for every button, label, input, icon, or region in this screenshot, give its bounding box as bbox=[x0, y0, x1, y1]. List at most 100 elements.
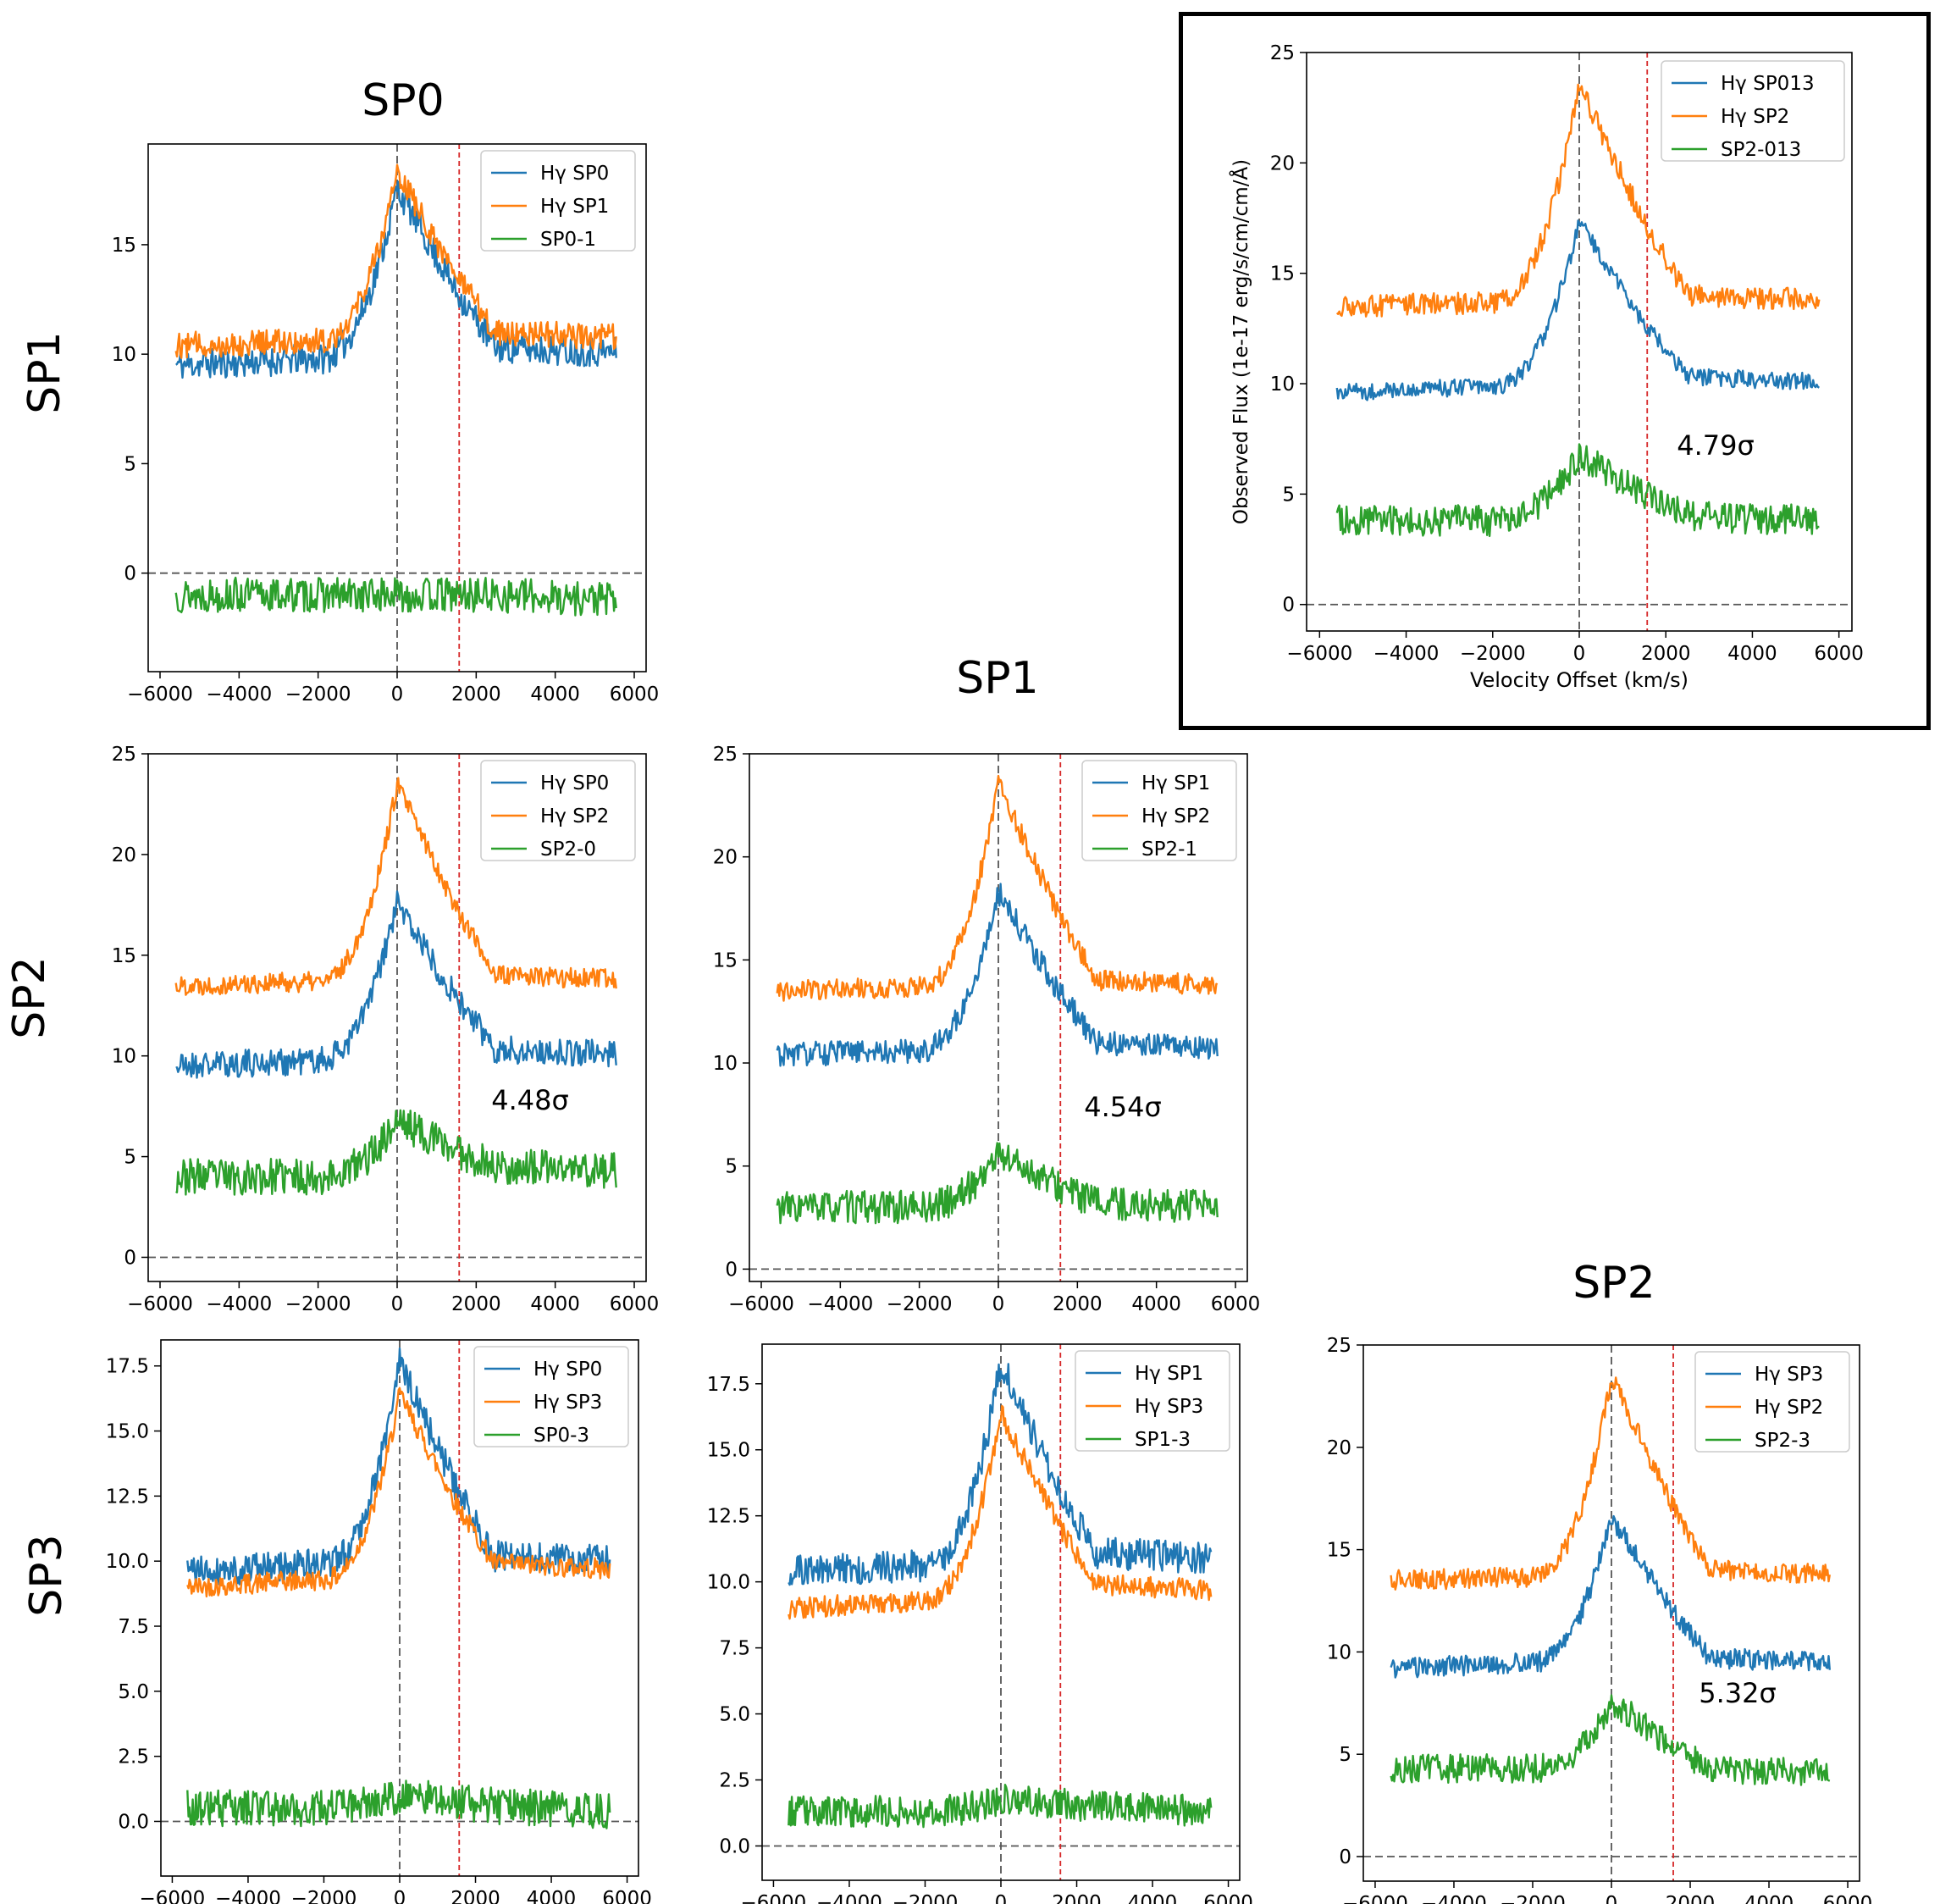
y-tick-label: 10 bbox=[713, 1053, 738, 1075]
significance-annotation: 4.79σ bbox=[1677, 429, 1755, 462]
x-tick-label: 4000 bbox=[530, 1293, 580, 1315]
x-tick-label: 0 bbox=[394, 1888, 406, 1904]
series-line-blue bbox=[175, 180, 617, 379]
y-tick-label: 15 bbox=[713, 949, 738, 971]
x-tick-label: 6000 bbox=[1203, 1892, 1253, 1904]
x-tick-label: −4000 bbox=[807, 1293, 873, 1315]
x-tick-label: 0 bbox=[391, 1293, 404, 1315]
series-line-green bbox=[174, 1109, 617, 1196]
row-title-sp2: SP2 bbox=[4, 956, 55, 1038]
x-tick-label: 2000 bbox=[1666, 1893, 1716, 1904]
y-tick-label: 0 bbox=[725, 1259, 738, 1281]
x-tick-label: −2000 bbox=[887, 1293, 953, 1315]
x-tick-label: 6000 bbox=[1814, 643, 1864, 665]
x-tick-label: 4000 bbox=[1128, 1892, 1178, 1904]
x-tick-label: −2000 bbox=[893, 1892, 959, 1904]
legend-label: Hγ SP2 bbox=[540, 805, 609, 827]
series-line-blue bbox=[175, 890, 617, 1079]
column-title-sp1: SP1 bbox=[956, 653, 1038, 704]
legend-box bbox=[473, 1346, 629, 1447]
x-tick-label: 6000 bbox=[1211, 1293, 1261, 1315]
y-tick-label: 0 bbox=[1282, 595, 1295, 617]
y-tick-label: 10 bbox=[1270, 374, 1295, 396]
y-tick-label: 5.0 bbox=[118, 1681, 149, 1703]
y-tick-label: 0 bbox=[124, 1247, 136, 1269]
y-tick-label: 5.0 bbox=[719, 1704, 750, 1726]
legend-label: Hγ SP2 bbox=[1721, 106, 1789, 128]
x-tick-label: −6000 bbox=[140, 1888, 206, 1904]
x-tick-label: −4000 bbox=[215, 1888, 281, 1904]
x-tick-label: 4000 bbox=[1131, 1293, 1181, 1315]
y-tick-label: 15 bbox=[112, 945, 136, 967]
x-tick-label: 0 bbox=[1573, 643, 1586, 665]
series-line-green bbox=[776, 1142, 1219, 1225]
y-tick-label: 5 bbox=[1282, 484, 1295, 506]
y-tick-label: 15.0 bbox=[707, 1440, 750, 1462]
significance-annotation: 5.32σ bbox=[1699, 1677, 1777, 1709]
x-tick-label: −2000 bbox=[285, 684, 351, 706]
y-tick-label: 5 bbox=[124, 1147, 136, 1169]
significance-annotation: 4.48σ bbox=[491, 1084, 569, 1116]
y-tick-label: 25 bbox=[713, 744, 738, 766]
legend-label: Hγ SP2 bbox=[1755, 1397, 1823, 1419]
x-tick-label: −6000 bbox=[1342, 1893, 1408, 1904]
series-line-green bbox=[788, 1784, 1213, 1829]
y-tick-label: 2.5 bbox=[118, 1746, 149, 1768]
legend-label: Hγ SP3 bbox=[1755, 1364, 1823, 1386]
column-title-sp2: SP2 bbox=[1572, 1258, 1655, 1309]
y-tick-label: 10.0 bbox=[106, 1551, 149, 1573]
x-tick-label: −4000 bbox=[816, 1892, 882, 1904]
x-tick-label: 6000 bbox=[610, 1293, 660, 1315]
chart-sp1-sp2: −6000 −4000 −2000 0 2000 4000 6000 0 5 10 15 20 25 Hγ… bbox=[713, 744, 1261, 1315]
series-line-blue bbox=[1335, 219, 1820, 401]
legend-box bbox=[1661, 60, 1845, 162]
x-tick-label: 4000 bbox=[527, 1888, 577, 1904]
x-tick-label: 2000 bbox=[1053, 1293, 1103, 1315]
y-tick-label: 2.5 bbox=[719, 1770, 750, 1792]
x-tick-label: −2000 bbox=[1460, 643, 1526, 665]
legend-box bbox=[480, 760, 636, 861]
x-tick-label: −6000 bbox=[1286, 643, 1352, 665]
series-line-blue bbox=[776, 883, 1219, 1067]
y-tick-label: 10 bbox=[112, 1046, 136, 1068]
legend-label: Hγ SP1 bbox=[1135, 1363, 1203, 1385]
y-tick-label: 7.5 bbox=[118, 1616, 149, 1638]
y-tick-label: 25 bbox=[1270, 42, 1295, 64]
legend-label: SP0-3 bbox=[533, 1425, 589, 1447]
y-tick-label: 0.0 bbox=[118, 1811, 149, 1833]
series-line-orange bbox=[788, 1404, 1213, 1620]
x-tick-label: 0 bbox=[391, 684, 404, 706]
x-tick-label: 2000 bbox=[451, 684, 501, 706]
y-tick-label: 5 bbox=[1339, 1744, 1351, 1766]
x-tick-label: 0 bbox=[1606, 1893, 1618, 1904]
series-line-green bbox=[186, 1779, 611, 1829]
significance-annotation: 4.54σ bbox=[1084, 1091, 1162, 1123]
x-tick-label: −6000 bbox=[127, 1293, 193, 1315]
legend-box bbox=[1075, 1350, 1230, 1452]
y-tick-label: 10 bbox=[112, 344, 136, 366]
series-line-green bbox=[1335, 443, 1820, 538]
y-tick-label: 15 bbox=[1327, 1540, 1351, 1562]
x-tick-label: 2000 bbox=[1052, 1892, 1102, 1904]
x-tick-label: 6000 bbox=[602, 1888, 652, 1904]
y-tick-label: 10.0 bbox=[707, 1572, 750, 1594]
legend-label: Hγ SP3 bbox=[533, 1392, 602, 1414]
legend-label: Hγ SP0 bbox=[540, 772, 609, 794]
y-tick-label: 7.5 bbox=[719, 1638, 750, 1660]
legend-box bbox=[1694, 1351, 1850, 1453]
series-line-orange bbox=[1390, 1376, 1831, 1591]
x-tick-label: 4000 bbox=[1744, 1893, 1794, 1904]
x-axis-label: Velocity Offset (km/s) bbox=[1470, 668, 1688, 692]
series-line-blue bbox=[186, 1347, 611, 1586]
chart-sp0-sp3: −6000 −4000 −2000 0 2000 4000 6000 0.0 2.5 5.0 7.5… bbox=[106, 1339, 652, 1904]
x-tick-label: −4000 bbox=[206, 684, 272, 706]
y-tick-label: 17.5 bbox=[707, 1374, 750, 1396]
y-tick-label: 20 bbox=[713, 847, 738, 869]
y-tick-label: 0.0 bbox=[719, 1835, 750, 1857]
chart-sp2-sp3: −6000 −4000 −2000 0 2000 4000 6000 0 5 10 15 20 25 Hγ… bbox=[1327, 1335, 1873, 1904]
x-tick-label: 0 bbox=[995, 1892, 1008, 1904]
y-tick-label: 25 bbox=[112, 744, 136, 766]
legend-label: SP2-3 bbox=[1755, 1430, 1810, 1452]
x-tick-label: 2000 bbox=[451, 1293, 501, 1315]
